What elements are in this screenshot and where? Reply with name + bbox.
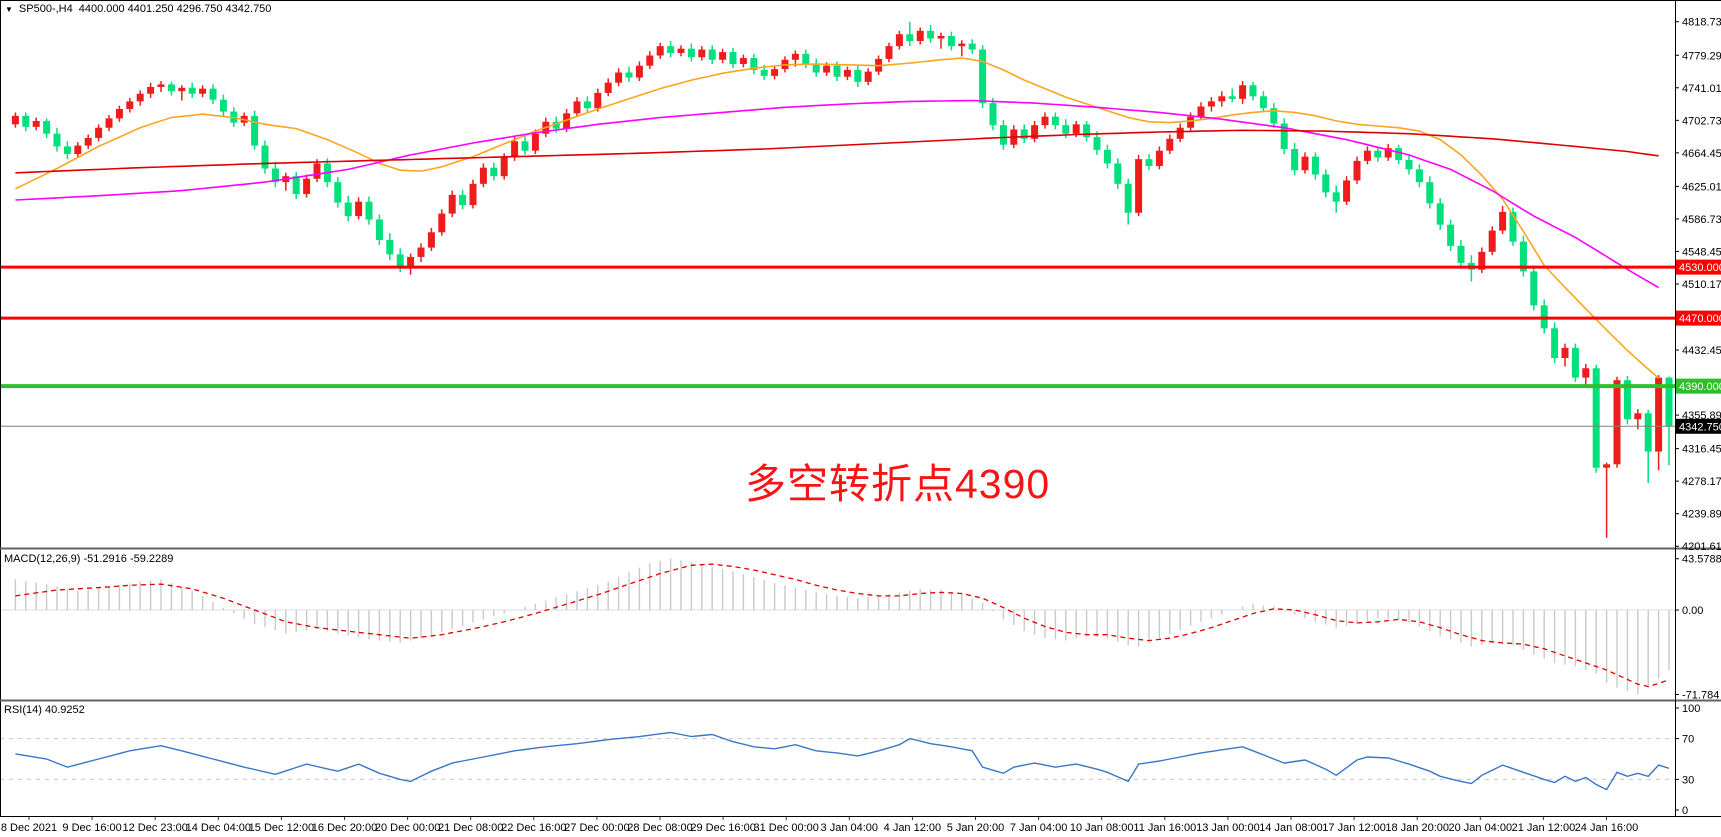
- time-tick-label: 11 Jan 16:00: [1133, 822, 1196, 834]
- time-tick-label: 21 Dec 08:00: [438, 822, 503, 834]
- rsi-tick-label: 100: [1682, 703, 1700, 715]
- rsi-line: [15, 731, 1670, 791]
- time-tick-label: 18 Jan 20:00: [1385, 822, 1449, 834]
- price-tick-label: 4278.170: [1682, 476, 1721, 488]
- time-tick-label: 20 Jan 04:00: [1448, 822, 1512, 834]
- price-tick-label: 4625.010: [1682, 181, 1721, 193]
- price-tick-label: 4586.730: [1682, 214, 1721, 226]
- macd-tick-label: 0.00: [1682, 605, 1703, 617]
- moving-averages-layer: [15, 57, 1660, 379]
- macd-panel-layer: [0, 558, 1675, 695]
- time-tick-label: 14 Jan 08:00: [1259, 822, 1323, 834]
- time-tick-label: 7 Jan 04:00: [1010, 822, 1068, 834]
- price-tick-label: 4664.450: [1682, 148, 1721, 160]
- symbol-dropdown-icon[interactable]: ▼: [5, 4, 13, 14]
- price-badge-label: 4470.000: [1679, 313, 1721, 325]
- price-tick-label: 4239.890: [1682, 509, 1721, 521]
- chart-title: ▼ SP500-,H4 4400.000 4401.250 4296.750 4…: [5, 3, 271, 15]
- time-tick-label: 3 Jan 04:00: [821, 822, 879, 834]
- time-tick-label: 8 Dec 2021: [1, 822, 57, 834]
- frame-layer: [0, 0, 1721, 817]
- candles-layer: [11, 21, 1673, 538]
- time-tick-label: 22 Dec 16:00: [501, 822, 566, 834]
- time-tick-label: 20 Dec 00:00: [375, 822, 440, 834]
- ma-medium-magenta: [15, 99, 1659, 289]
- horizontal-lines-layer: [0, 265, 1675, 427]
- price-tick-label: 4741.010: [1682, 83, 1721, 95]
- ma-fast-orange: [15, 57, 1660, 379]
- time-tick-label: 4 Jan 12:00: [884, 822, 942, 834]
- time-tick-label: 31 Dec 00:00: [753, 822, 818, 834]
- time-tick-label: 29 Dec 16:00: [690, 822, 755, 834]
- rsi-indicator-label: RSI(14) 40.9252: [4, 704, 85, 716]
- time-tick-label: 28 Dec 08:00: [627, 822, 692, 834]
- price-tick-label: 4316.450: [1682, 444, 1721, 456]
- time-tick-label: 14 Dec 04:00: [186, 822, 251, 834]
- rsi-panel-layer: [0, 731, 1675, 791]
- rsi-tick-label: 0: [1682, 805, 1688, 817]
- price-tick-label: 4510.170: [1682, 279, 1721, 291]
- time-tick-label: 5 Jan 20:00: [947, 822, 1005, 834]
- time-tick-label: 24 Jan 16:00: [1575, 822, 1639, 834]
- symbol-period-label: SP500-,H4: [18, 3, 73, 15]
- time-tick-label: 16 Dec 20:00: [312, 822, 377, 834]
- price-tick-label: 4432.450: [1682, 345, 1721, 357]
- price-badge: [1676, 259, 1721, 275]
- time-tick-label: 17 Jan 12:00: [1322, 822, 1386, 834]
- price-badge-label: 4530.000: [1679, 262, 1721, 274]
- price-badge-label: 4390.000: [1679, 381, 1721, 393]
- rsi-tick-label: 30: [1682, 774, 1694, 786]
- time-tick-label: 10 Jan 08:00: [1070, 822, 1134, 834]
- price-badge-label: 4342.750: [1679, 421, 1721, 433]
- macd-tick-label: 43.5788: [1682, 554, 1721, 566]
- price-tick-label: 4779.290: [1682, 50, 1721, 62]
- ma-slow-red: [15, 129, 1659, 174]
- ohlc-readout: 4400.000 4401.250 4296.750 4342.750: [78, 3, 272, 15]
- price-tick-label: 4201.610: [1682, 541, 1721, 553]
- time-tick-label: 21 Jan 12:00: [1512, 822, 1576, 834]
- time-tick-label: 27 Dec 00:00: [564, 822, 629, 834]
- time-tick-label: 9 Dec 16:00: [62, 822, 121, 834]
- macd-indicator-label: MACD(12,26,9) -51.2916 -59.2289: [4, 553, 174, 565]
- rsi-tick-label: 70: [1682, 734, 1694, 746]
- annotation-text[interactable]: 多空转折点4390: [745, 461, 1051, 507]
- price-tick-label: 4702.730: [1682, 115, 1721, 127]
- macd-tick-label: -71.784: [1682, 689, 1719, 701]
- time-tick-label: 13 Jan 00:00: [1196, 822, 1260, 834]
- time-tick-label: 12 Dec 23:00: [122, 822, 187, 834]
- price-badge: [1676, 418, 1721, 434]
- price-badge: [1676, 378, 1721, 394]
- price-tick-label: 4548.450: [1682, 246, 1721, 258]
- macd-signal-line: [15, 563, 1670, 688]
- price-tick-label: 4818.730: [1682, 17, 1721, 29]
- price-axis[interactable]: 4818.730 4779.290 4741.010 4702.730 4664.450…: [1675, 17, 1721, 817]
- time-tick-label: 15 Dec 12:00: [249, 822, 314, 834]
- price-badge: [1676, 310, 1721, 326]
